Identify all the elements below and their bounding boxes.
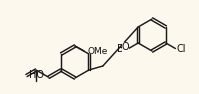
Text: HO: HO [28, 70, 44, 80]
Text: OMe: OMe [88, 47, 108, 55]
Text: O: O [122, 41, 129, 52]
Text: Cl: Cl [176, 44, 186, 53]
Text: Br: Br [117, 44, 128, 53]
